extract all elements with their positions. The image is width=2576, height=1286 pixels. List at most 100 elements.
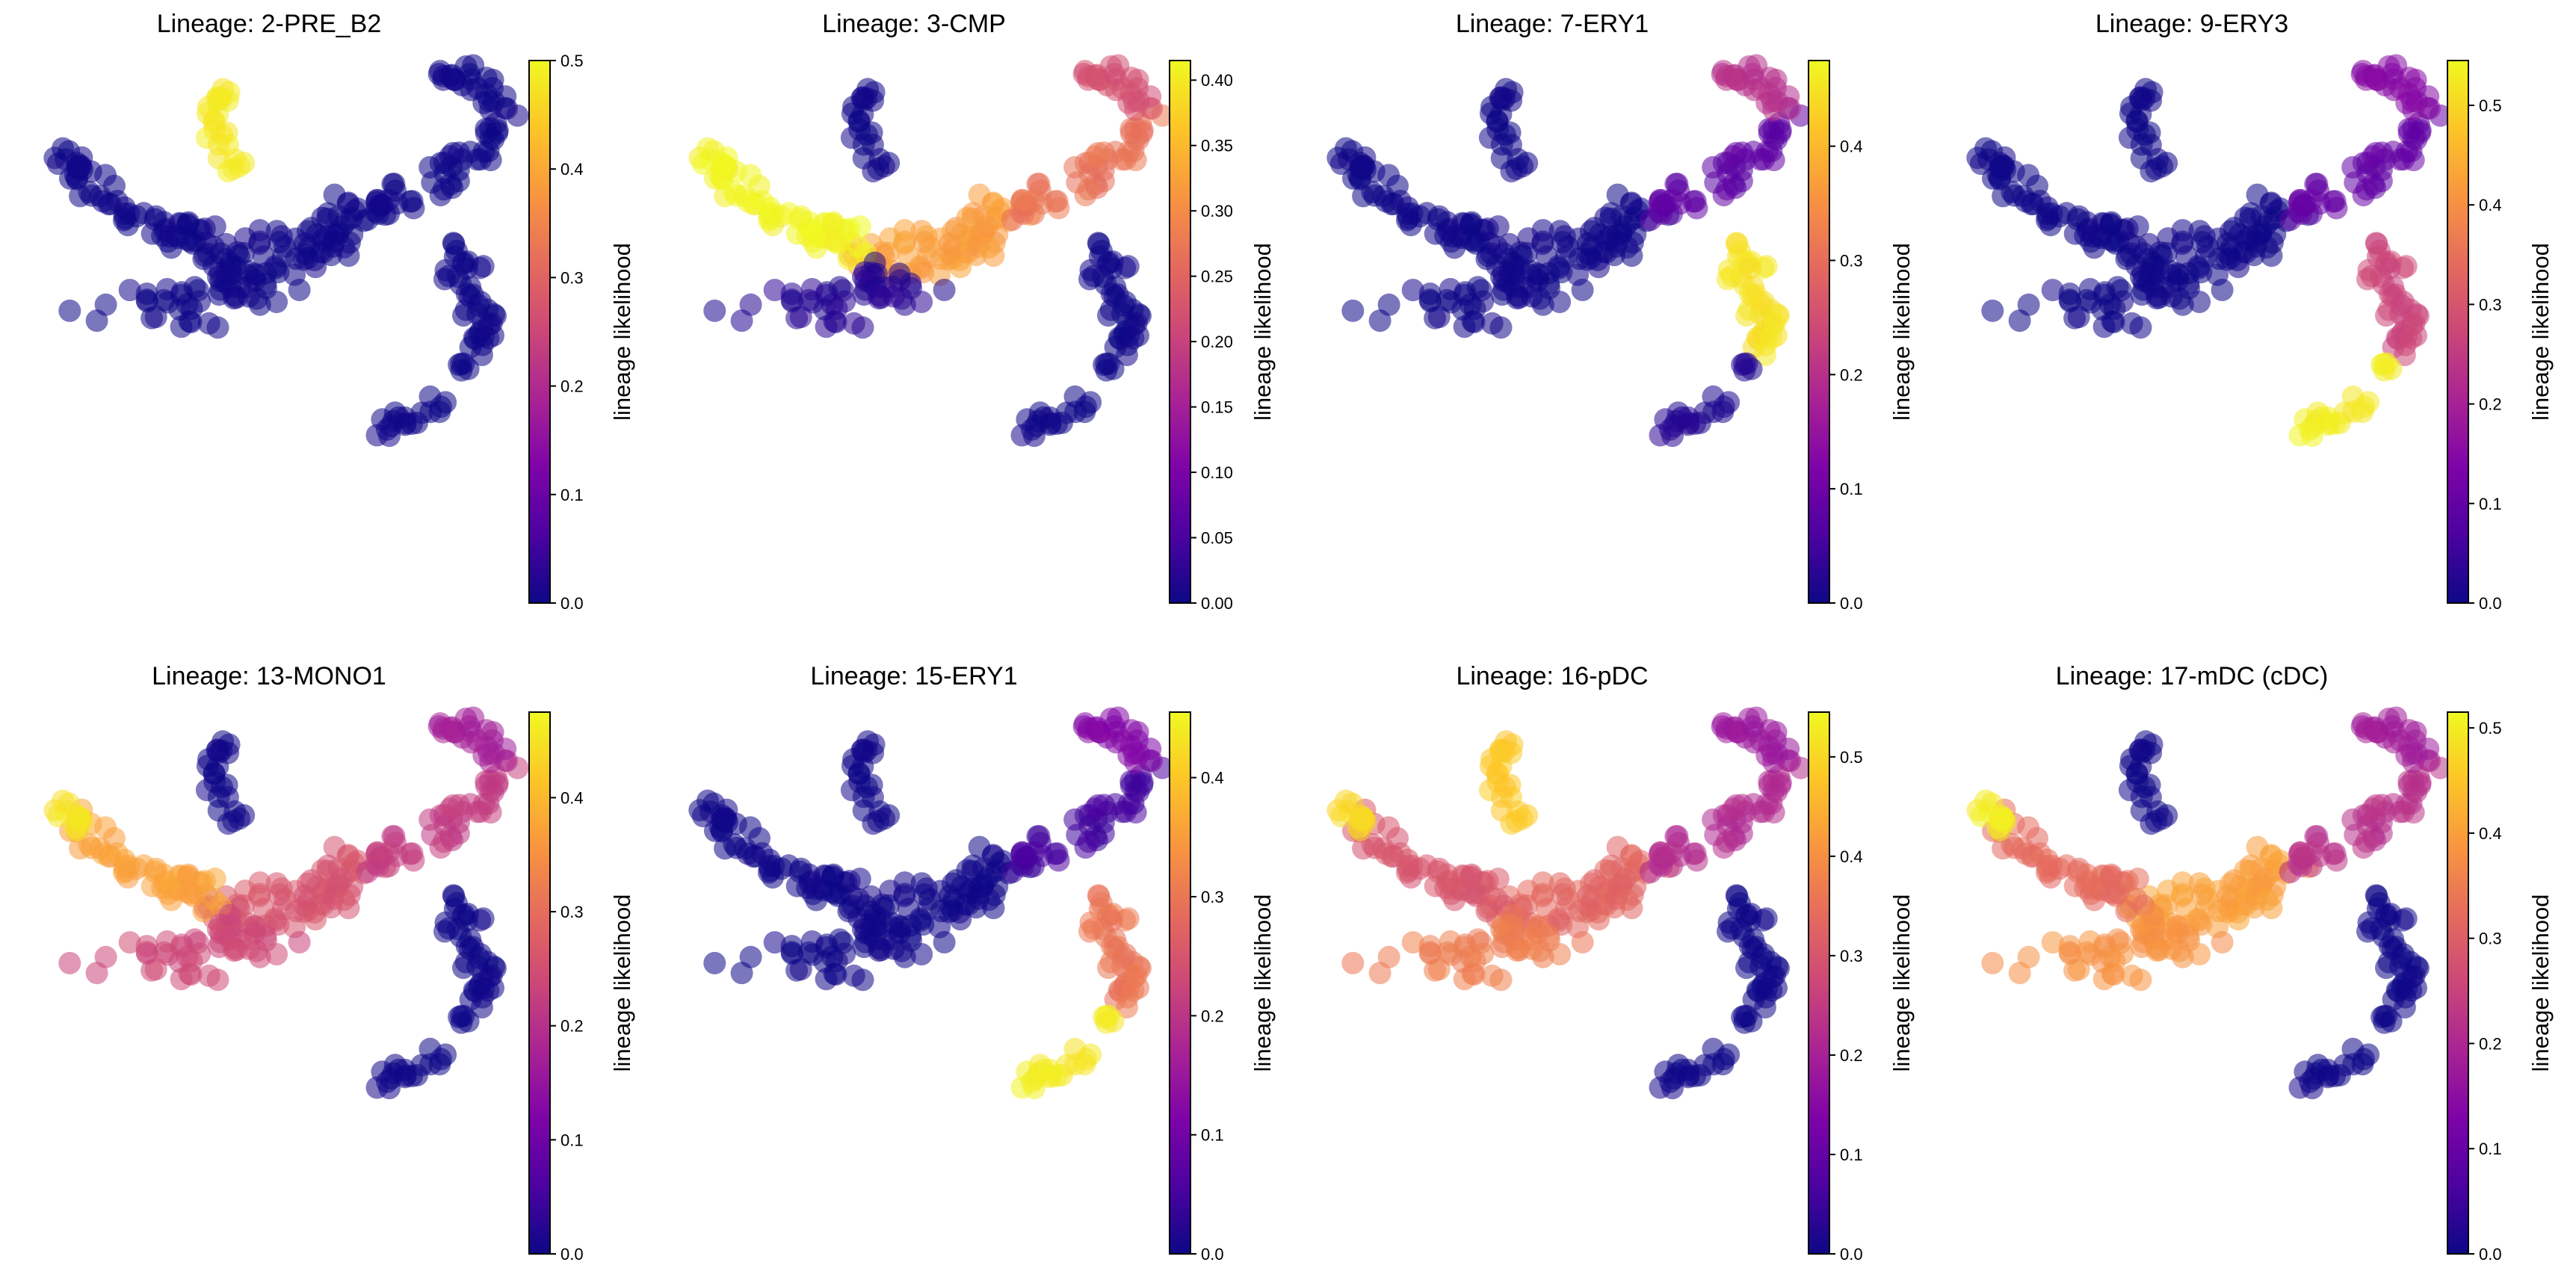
scatter-point: [2175, 897, 2198, 921]
scatter-point: [1490, 133, 1513, 156]
scatter-point: [1489, 86, 1513, 109]
scatter-point: [206, 738, 229, 761]
colorbar-gradient: [528, 711, 551, 1255]
scatter-point: [1725, 142, 1748, 164]
scatter-point: [222, 157, 245, 180]
scatter-point: [1424, 874, 1447, 897]
colorbar-tick-label: 0.0: [560, 594, 584, 613]
colorbar-tick-label: 0.4: [1201, 769, 1224, 788]
colorbar-tick-label: 0.4: [560, 160, 584, 179]
scatter-point: [1063, 1037, 1087, 1060]
scatter-point: [1115, 996, 1138, 1018]
scatter-point: [206, 86, 229, 109]
colorbar: 0.0 0.1 0.2 0.3 0.4 lineage likelihood: [528, 711, 635, 1264]
scatter-point: [179, 311, 203, 333]
scatter-point: [365, 841, 389, 864]
colorbar-label: lineage likelihood: [2527, 894, 2554, 1072]
scatter-point: [1097, 304, 1119, 327]
scatter-point: [442, 794, 465, 817]
scatter-point: [1536, 245, 1558, 268]
scatter-point: [1659, 418, 1681, 441]
scatter-point: [1762, 779, 1785, 803]
scatter-point: [330, 215, 353, 238]
scatter-point: [2098, 945, 2122, 968]
colorbar-tick-label: 0.3: [560, 903, 584, 921]
scatter-point: [2115, 900, 2138, 923]
scatter-point: [1077, 830, 1100, 853]
scatter-point: [1077, 178, 1100, 201]
scatter-point: [2239, 854, 2262, 877]
scatter-point: [1735, 956, 1758, 980]
scatter-points: [688, 706, 1174, 1100]
scatter-point: [192, 900, 215, 923]
scatter-points: [688, 54, 1174, 448]
scatter-point: [1649, 188, 1672, 211]
scatter-point: [85, 309, 108, 333]
colorbar-tick-label: 0.30: [1201, 202, 1233, 220]
scatter-point: [763, 931, 786, 954]
scatter-point: [2365, 142, 2388, 164]
scatter-point: [2378, 257, 2401, 280]
scatter-point: [1981, 951, 2004, 974]
scatter-point: [458, 63, 481, 86]
scatter-point: [2403, 964, 2426, 987]
scatter-point: [1741, 63, 1764, 86]
scatter-point: [868, 939, 891, 962]
scatter-point: [393, 406, 416, 429]
scatter-point: [2130, 133, 2153, 156]
scatter-point: [2067, 857, 2090, 880]
scatter-point: [288, 931, 311, 953]
scatter-point: [2381, 715, 2404, 738]
scatter-point: [2035, 861, 2058, 884]
scatter-point: [1501, 903, 1525, 927]
scatter-point: [399, 190, 421, 213]
colorbar-tick-label: 0.0: [2479, 594, 2502, 613]
scatter-point: [58, 299, 81, 322]
scatter-point: [1649, 841, 1672, 864]
scatter-point: [1341, 299, 1365, 322]
scatter-point: [1395, 861, 1418, 884]
scatter-point: [2357, 259, 2380, 282]
scatter-point: [2365, 794, 2388, 817]
scatter-point: [144, 205, 167, 228]
colorbar-tick-label: 0.40: [1201, 71, 1233, 90]
scatter-point: [2145, 809, 2168, 832]
scatter-point: [824, 311, 847, 333]
scatter-point: [975, 215, 998, 238]
scatter-point: [136, 942, 158, 965]
scatter-point: [1427, 857, 1451, 880]
scatter-point: [434, 911, 457, 934]
scatter-point: [69, 806, 92, 829]
scatter-point: [797, 941, 821, 964]
scatter-point: [432, 830, 455, 853]
scatter-point: [1103, 715, 1126, 738]
scatter-point: [1419, 290, 1442, 313]
scatter-point: [288, 279, 311, 301]
scatter-point: [2239, 202, 2262, 225]
panel-title: Lineage: 7-ERY1: [1456, 10, 1649, 38]
colorbar-tick-label: 0.4: [2479, 196, 2502, 214]
scatter-point: [2100, 211, 2123, 234]
scatter-point: [2357, 911, 2380, 934]
scatter-point: [851, 968, 874, 992]
scatter-point: [714, 806, 737, 829]
scatter-point: [203, 110, 226, 133]
scatter-points: [43, 54, 529, 448]
scatter-point: [112, 208, 135, 232]
scatter-point: [152, 288, 176, 312]
scatter-point: [103, 826, 126, 850]
scatter-point: [2368, 891, 2391, 915]
scatter-point: [2246, 183, 2269, 206]
scatter-point: [1536, 897, 1558, 921]
scatter-point: [2129, 316, 2152, 339]
scatter-point: [1424, 222, 1447, 245]
colorbar: 0.0 0.1 0.2 0.3 0.4 lineage likelihood: [1169, 711, 1276, 1264]
scatter-point: [1124, 127, 1147, 150]
scatter-point: [2129, 86, 2152, 109]
scatter-point: [222, 809, 245, 832]
scatter-point: [294, 232, 316, 255]
scatter-point: [2341, 385, 2365, 408]
scatter-point: [192, 247, 215, 271]
scatter-point: [418, 1037, 442, 1060]
scatter-point: [730, 962, 753, 985]
